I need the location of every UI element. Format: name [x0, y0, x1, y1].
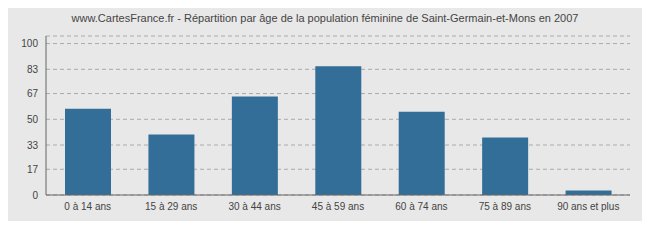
svg-text:67: 67 — [27, 88, 39, 99]
svg-text:0: 0 — [32, 190, 38, 201]
svg-text:75 à 89 ans: 75 à 89 ans — [479, 201, 531, 212]
svg-text:90 ans et plus: 90 ans et plus — [557, 201, 619, 212]
svg-text:83: 83 — [27, 64, 39, 75]
html-text:www.CartesFrance.fr - Répartit: www.CartesFrance.fr - Répartition par âg… — [71, 12, 579, 24]
svg-text:50: 50 — [27, 114, 39, 125]
svg-text:30 à 44 ans: 30 à 44 ans — [228, 201, 280, 212]
svg-text:15 à 29 ans: 15 à 29 ans — [145, 201, 197, 212]
svg-text:0 à 14 ans: 0 à 14 ans — [64, 201, 111, 212]
svg-text:17: 17 — [27, 164, 39, 175]
svg-text:100: 100 — [21, 38, 38, 49]
svg-text:45 à 59 ans: 45 à 59 ans — [312, 201, 364, 212]
svg-text:60 à 74 ans: 60 à 74 ans — [395, 201, 447, 212]
svg-text:33: 33 — [27, 140, 39, 151]
